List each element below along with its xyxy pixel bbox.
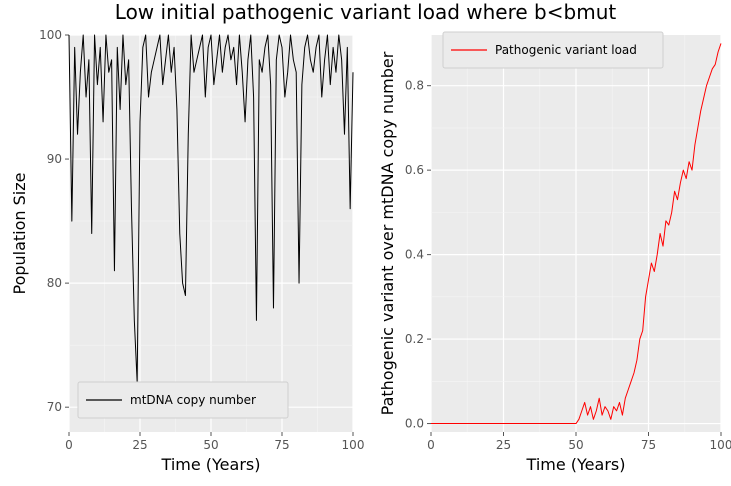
- right-legend-box: [442, 31, 664, 69]
- right-gridlines: [430, 35, 722, 432]
- y-tick-label: 0.6: [405, 163, 424, 177]
- y-tick-label: 0.8: [405, 79, 424, 93]
- right-x-axis-label: Time (Years): [526, 455, 626, 474]
- right-ticks: 0 25 50 75 100 0.0 0.2 0.4 0.6 0.8: [405, 79, 731, 452]
- right-chart: 0 25 50 75 100 0.0 0.2 0.4 0.6 0.8 Time (Years) P…: [378, 31, 731, 474]
- y-tick-label: 90: [47, 152, 62, 166]
- x-tick-label: 25: [496, 438, 511, 452]
- left-y-axis-label: Population Size: [10, 173, 29, 295]
- x-tick-label: 75: [641, 438, 656, 452]
- series-line: [431, 43, 722, 425]
- right-y-axis-label: Pathogenic variant over mtDNA copy numbe…: [378, 51, 397, 415]
- figure-title: Low initial pathogenic variant load wher…: [114, 0, 617, 24]
- x-tick-label: 50: [203, 438, 218, 452]
- y-tick-label: 70: [47, 400, 62, 414]
- y-tick-label: 100: [39, 28, 62, 42]
- series-line: [68, 34, 354, 383]
- right-legend-label: Pathogenic variant load: [495, 43, 637, 57]
- left-series: [68, 34, 354, 383]
- y-tick-label: 80: [47, 276, 62, 290]
- y-tick-label: 0.0: [405, 417, 424, 431]
- right-series: [431, 43, 722, 425]
- x-tick-label: 0: [427, 438, 435, 452]
- x-tick-label: 25: [132, 438, 147, 452]
- left-chart: 0 25 50 75 100 70 80 90 100 Time (Years) Populat…: [10, 28, 364, 474]
- x-tick-label: 100: [342, 438, 365, 452]
- left-legend: mtDNA copy number: [77, 381, 289, 419]
- y-tick-label: 0.2: [405, 332, 424, 346]
- right-legend: Pathogenic variant load: [442, 31, 664, 69]
- left-ticks: 0 25 50 75 100 70 80 90 100: [39, 28, 364, 452]
- x-tick-label: 0: [65, 438, 73, 452]
- y-tick-label: 0.4: [405, 248, 424, 262]
- x-tick-label: 50: [568, 438, 583, 452]
- left-x-axis-label: Time (Years): [161, 455, 261, 474]
- x-tick-label: 100: [710, 438, 731, 452]
- left-legend-label: mtDNA copy number: [130, 393, 256, 407]
- x-tick-label: 75: [274, 438, 289, 452]
- left-legend-box: [77, 381, 289, 419]
